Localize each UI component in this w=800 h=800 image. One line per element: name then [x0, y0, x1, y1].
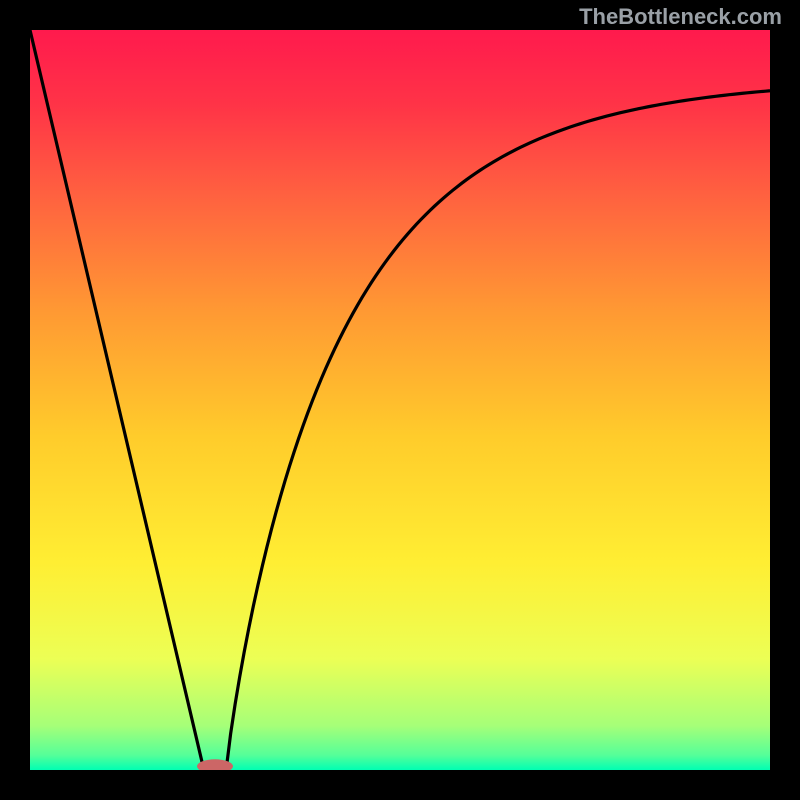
heatmap-chart: [30, 30, 770, 770]
watermark-text: TheBottleneck.com: [579, 4, 782, 30]
gradient-background: [30, 30, 770, 770]
chart-frame: TheBottleneck.com: [0, 0, 800, 800]
